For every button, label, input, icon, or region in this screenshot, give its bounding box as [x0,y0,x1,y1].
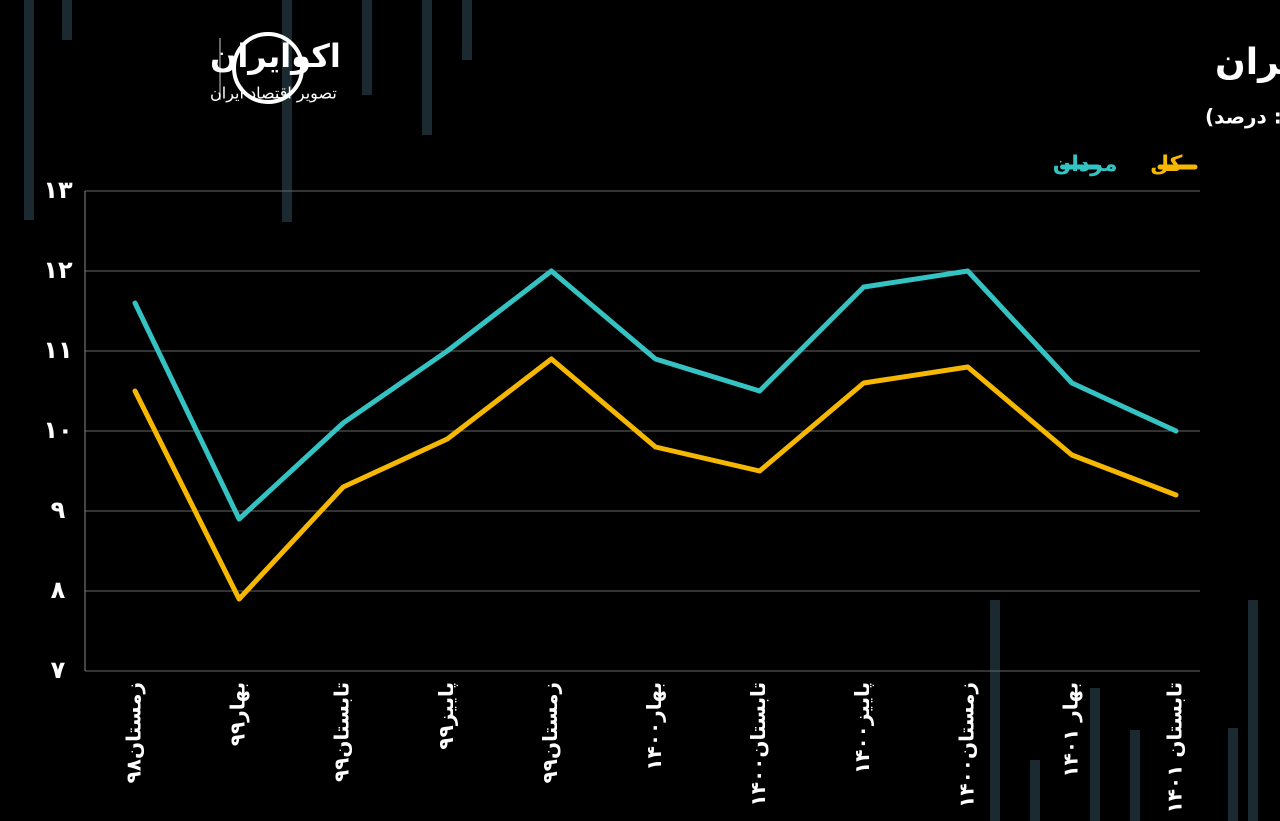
brand-tagline: تصویر اقتصاد ایران [210,84,337,104]
x-tick-label: پاییز۱۴۰۰ [850,682,875,774]
x-tick-label: تابستان ۱۴۰۱ [1163,682,1187,813]
y-tick-label: ۷ [51,656,66,684]
x-tick-label: زمستان۹۹ [538,682,562,783]
x-tick-label: پاییز۹۹ [434,682,459,750]
legend-label: کل [1150,152,1183,177]
legend-label: مردان [1053,152,1118,177]
x-tick-label: بهار۹۹ [226,682,250,746]
y-tick-label: ۱۱ [43,336,72,364]
y-tick-label: ۱۳ [43,176,73,204]
chart-title: نرخ اشتغال ناقص مردان در اقتصاد ایران [1215,42,1280,83]
logo: اکوایران تصویر اقتصاد ایران [210,32,341,104]
line-series [132,268,1179,522]
x-tick-label: تابستان۱۴۰۰ [746,682,770,806]
y-tick-label: ۹ [51,496,66,524]
chart-subtitle: (واحد: درصد) [1205,105,1280,129]
logo-mark [232,32,304,104]
brand-name: اکوایران [210,37,341,75]
line-series [132,356,1179,602]
background-decoration [24,0,1258,821]
x-tick-label: تابستان۹۹ [330,682,354,782]
y-tick-label: ۸ [51,576,66,604]
x-tick-label: بهار۱۴۰۰ [642,682,666,771]
x-tick-label: بهار ۱۴۰۱ [1058,682,1082,778]
y-tick-label: ۱۲ [43,256,73,284]
x-tick-label: زمستان۹۸ [122,682,146,783]
x-tick-label: زمستان۱۴۰۰ [954,682,978,808]
y-tick-label: ۱۰ [43,416,72,444]
